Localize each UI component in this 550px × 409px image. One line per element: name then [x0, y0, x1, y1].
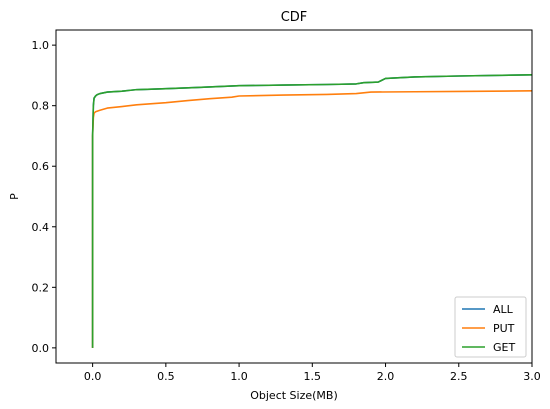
x-tick-label: 1.5 [304, 370, 322, 383]
x-tick-label: 2.0 [377, 370, 395, 383]
legend-label-get: GET [493, 341, 515, 354]
plot-frame [55, 29, 533, 364]
y-tick-label: 0.6 [32, 160, 50, 173]
y-tick-label: 1.0 [32, 39, 50, 52]
legend-label-all: ALL [493, 303, 514, 316]
y-tick-label: 0.8 [32, 100, 50, 113]
y-tick-label: 0.0 [32, 342, 50, 355]
x-tick-label: 1.0 [230, 370, 248, 383]
series-line-get [91, 74, 533, 348]
y-tick-label: 0.2 [32, 281, 50, 294]
legend: ALL PUT GET [454, 296, 527, 358]
x-tick-label: 0.0 [84, 370, 102, 383]
chart-title: CDF [281, 10, 308, 25]
y-axis: 0.0 0.2 0.4 0.6 0.8 1.0 [32, 39, 56, 355]
x-tick-label: 3.0 [523, 370, 541, 383]
y-axis-label: P [8, 193, 21, 200]
legend-label-put: PUT [493, 322, 515, 335]
y-tick-label: 0.4 [32, 221, 50, 234]
x-tick-label: 2.5 [450, 370, 468, 383]
series-line-put [91, 90, 533, 348]
legend-box [454, 296, 527, 358]
x-axis-label: Object Size(MB) [250, 389, 338, 402]
series-layer [91, 74, 533, 348]
x-tick-label: 0.5 [157, 370, 175, 383]
x-axis: 0.0 0.5 1.0 1.5 2.0 2.5 3.0 [84, 363, 541, 383]
